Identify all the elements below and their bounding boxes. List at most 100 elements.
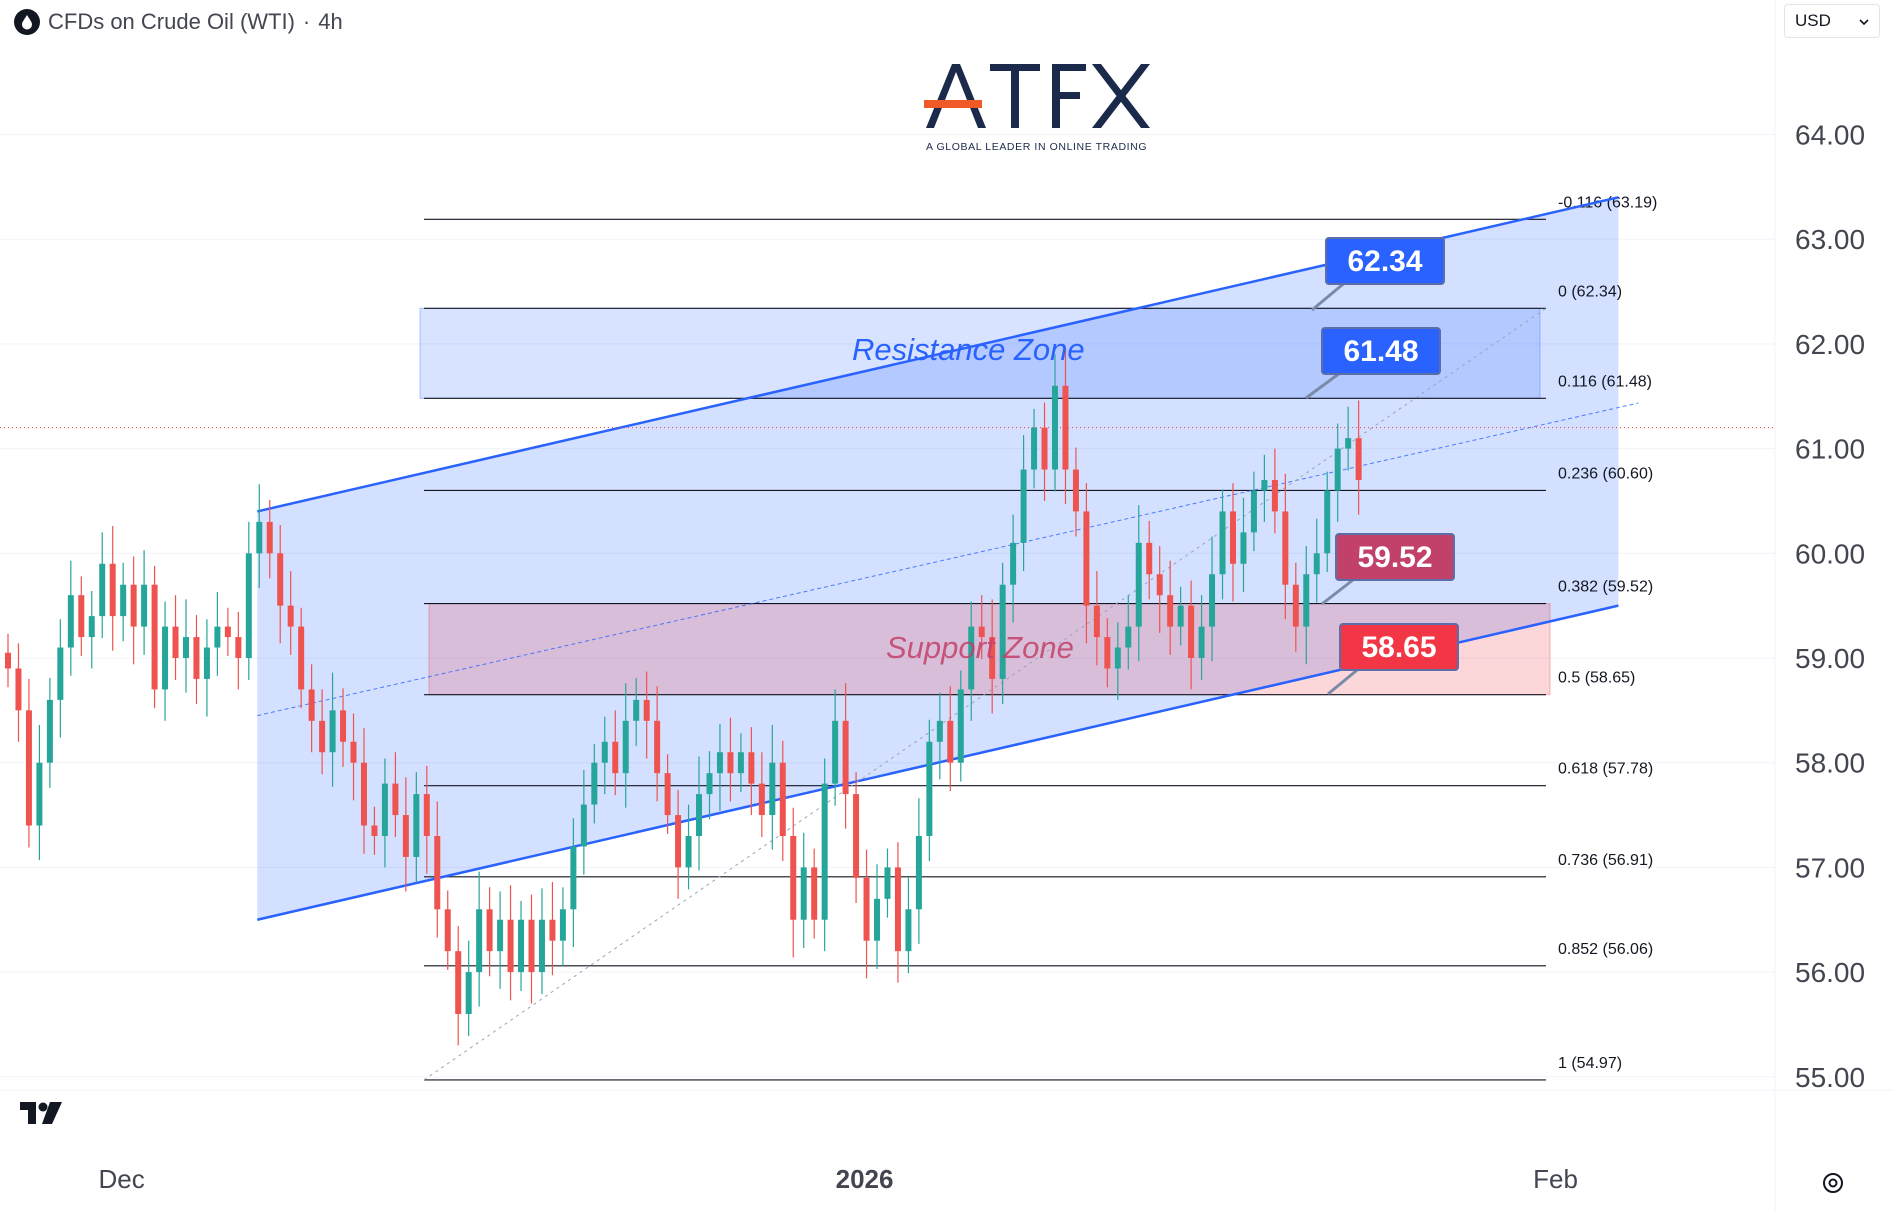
candle-76 — [800, 832, 807, 949]
candle-body — [1209, 574, 1216, 627]
candle-74 — [779, 740, 786, 862]
candle-body — [371, 825, 378, 836]
fib-label-0: -0.116 (63.19) — [1558, 194, 1657, 211]
candle-106 — [1114, 622, 1121, 700]
candle-14 — [151, 565, 158, 709]
candle-44 — [465, 940, 472, 1036]
candle-68 — [716, 723, 723, 811]
candle-37 — [392, 752, 399, 838]
candle-body — [968, 626, 975, 690]
candle-body — [633, 699, 640, 721]
candle-48 — [507, 885, 514, 1001]
candle-119 — [1250, 471, 1257, 552]
candle-body — [151, 584, 158, 690]
candle-109 — [1146, 520, 1153, 600]
candle-body — [926, 741, 933, 836]
candle-23 — [245, 521, 252, 680]
candle-33 — [350, 713, 357, 801]
candle-body — [832, 720, 839, 784]
candle-body — [1282, 511, 1289, 585]
time-axis[interactable]: Dec 2026 Feb — [99, 1164, 1578, 1194]
callout-59.52: 59.52 — [1321, 533, 1455, 606]
candle-94 — [989, 599, 996, 714]
candle-body — [1188, 605, 1195, 658]
candle-body — [675, 815, 682, 868]
candle-41 — [434, 801, 441, 938]
candle-body — [1031, 427, 1038, 470]
candle-body — [999, 584, 1006, 679]
candle-129 — [1355, 400, 1362, 515]
candle-body — [1334, 448, 1341, 491]
candle-body — [874, 898, 881, 941]
candle-98 — [1031, 408, 1038, 489]
candle-body — [884, 867, 891, 899]
candle-body — [1010, 542, 1017, 585]
candle-64 — [675, 789, 682, 899]
currency-select[interactable]: USD — [1784, 4, 1880, 38]
candle-body — [538, 919, 545, 973]
candle-63 — [664, 754, 671, 834]
candle-body — [256, 521, 263, 554]
tradingview-icon[interactable] — [20, 1102, 66, 1126]
settings-gear-icon[interactable] — [1818, 1168, 1848, 1198]
candle-6 — [67, 560, 74, 676]
candle-82 — [863, 849, 870, 979]
candle-51 — [538, 888, 545, 995]
candle-body — [643, 699, 650, 721]
candle-97 — [1020, 434, 1027, 572]
candle-body — [727, 752, 734, 774]
fib-label-4: 0.382 (59.52) — [1558, 579, 1653, 596]
header-separator: · — [302, 9, 311, 34]
candle-34 — [360, 728, 367, 854]
candle-body — [580, 804, 587, 847]
candle-body — [559, 909, 566, 941]
candle-100 — [1052, 354, 1058, 492]
candle-body — [790, 835, 797, 920]
candle-body — [402, 815, 409, 857]
candle-body — [1020, 469, 1027, 543]
candle-3 — [36, 725, 43, 861]
candle-27 — [287, 571, 294, 655]
candle-128 — [1345, 406, 1352, 471]
candle-13 — [141, 550, 148, 655]
candle-body — [947, 720, 954, 763]
candle-body — [57, 647, 64, 700]
candle-body — [528, 919, 535, 973]
candle-54 — [570, 818, 577, 947]
candle-body — [821, 783, 828, 920]
candle-body — [392, 783, 399, 816]
candle-body — [758, 783, 765, 816]
candle-12 — [130, 556, 137, 665]
candle-body — [685, 835, 692, 868]
candle-28 — [298, 607, 305, 709]
candle-body — [1146, 542, 1153, 575]
fib-label-8: 0.852 (56.06) — [1558, 941, 1653, 958]
candle-75 — [790, 807, 797, 958]
candle-body — [1041, 427, 1048, 470]
candle-body — [853, 794, 860, 878]
price-tick-6: 58.00 — [1795, 748, 1865, 779]
candle-body — [350, 741, 357, 763]
candle-91 — [957, 670, 964, 782]
price-tick-5: 59.00 — [1795, 643, 1865, 674]
candle-body — [1250, 490, 1257, 533]
candle-104 — [1093, 571, 1100, 666]
candle-65 — [685, 804, 692, 890]
candle-body — [706, 773, 713, 795]
fib-label-6: 0.618 (57.78) — [1558, 761, 1653, 778]
candle-62 — [654, 686, 661, 802]
candle-body — [1345, 438, 1352, 449]
candle-body — [1229, 511, 1236, 564]
candle-body — [1355, 438, 1362, 481]
price-axis[interactable]: 64.00 63.00 62.00 61.00 60.00 59.00 58.00 57.00… — [1795, 120, 1865, 1093]
candle-102 — [1072, 447, 1079, 537]
candle-body — [1093, 605, 1100, 638]
candle-body — [381, 783, 388, 836]
interval[interactable]: 4h — [318, 9, 343, 34]
symbol-name[interactable]: CFDs on Crude Oil (WTI) — [48, 9, 295, 34]
price-tick-4: 60.00 — [1795, 538, 1865, 569]
candle-69 — [727, 717, 734, 802]
oil-drop-icon — [14, 9, 40, 35]
channel-fill — [257, 197, 1619, 920]
